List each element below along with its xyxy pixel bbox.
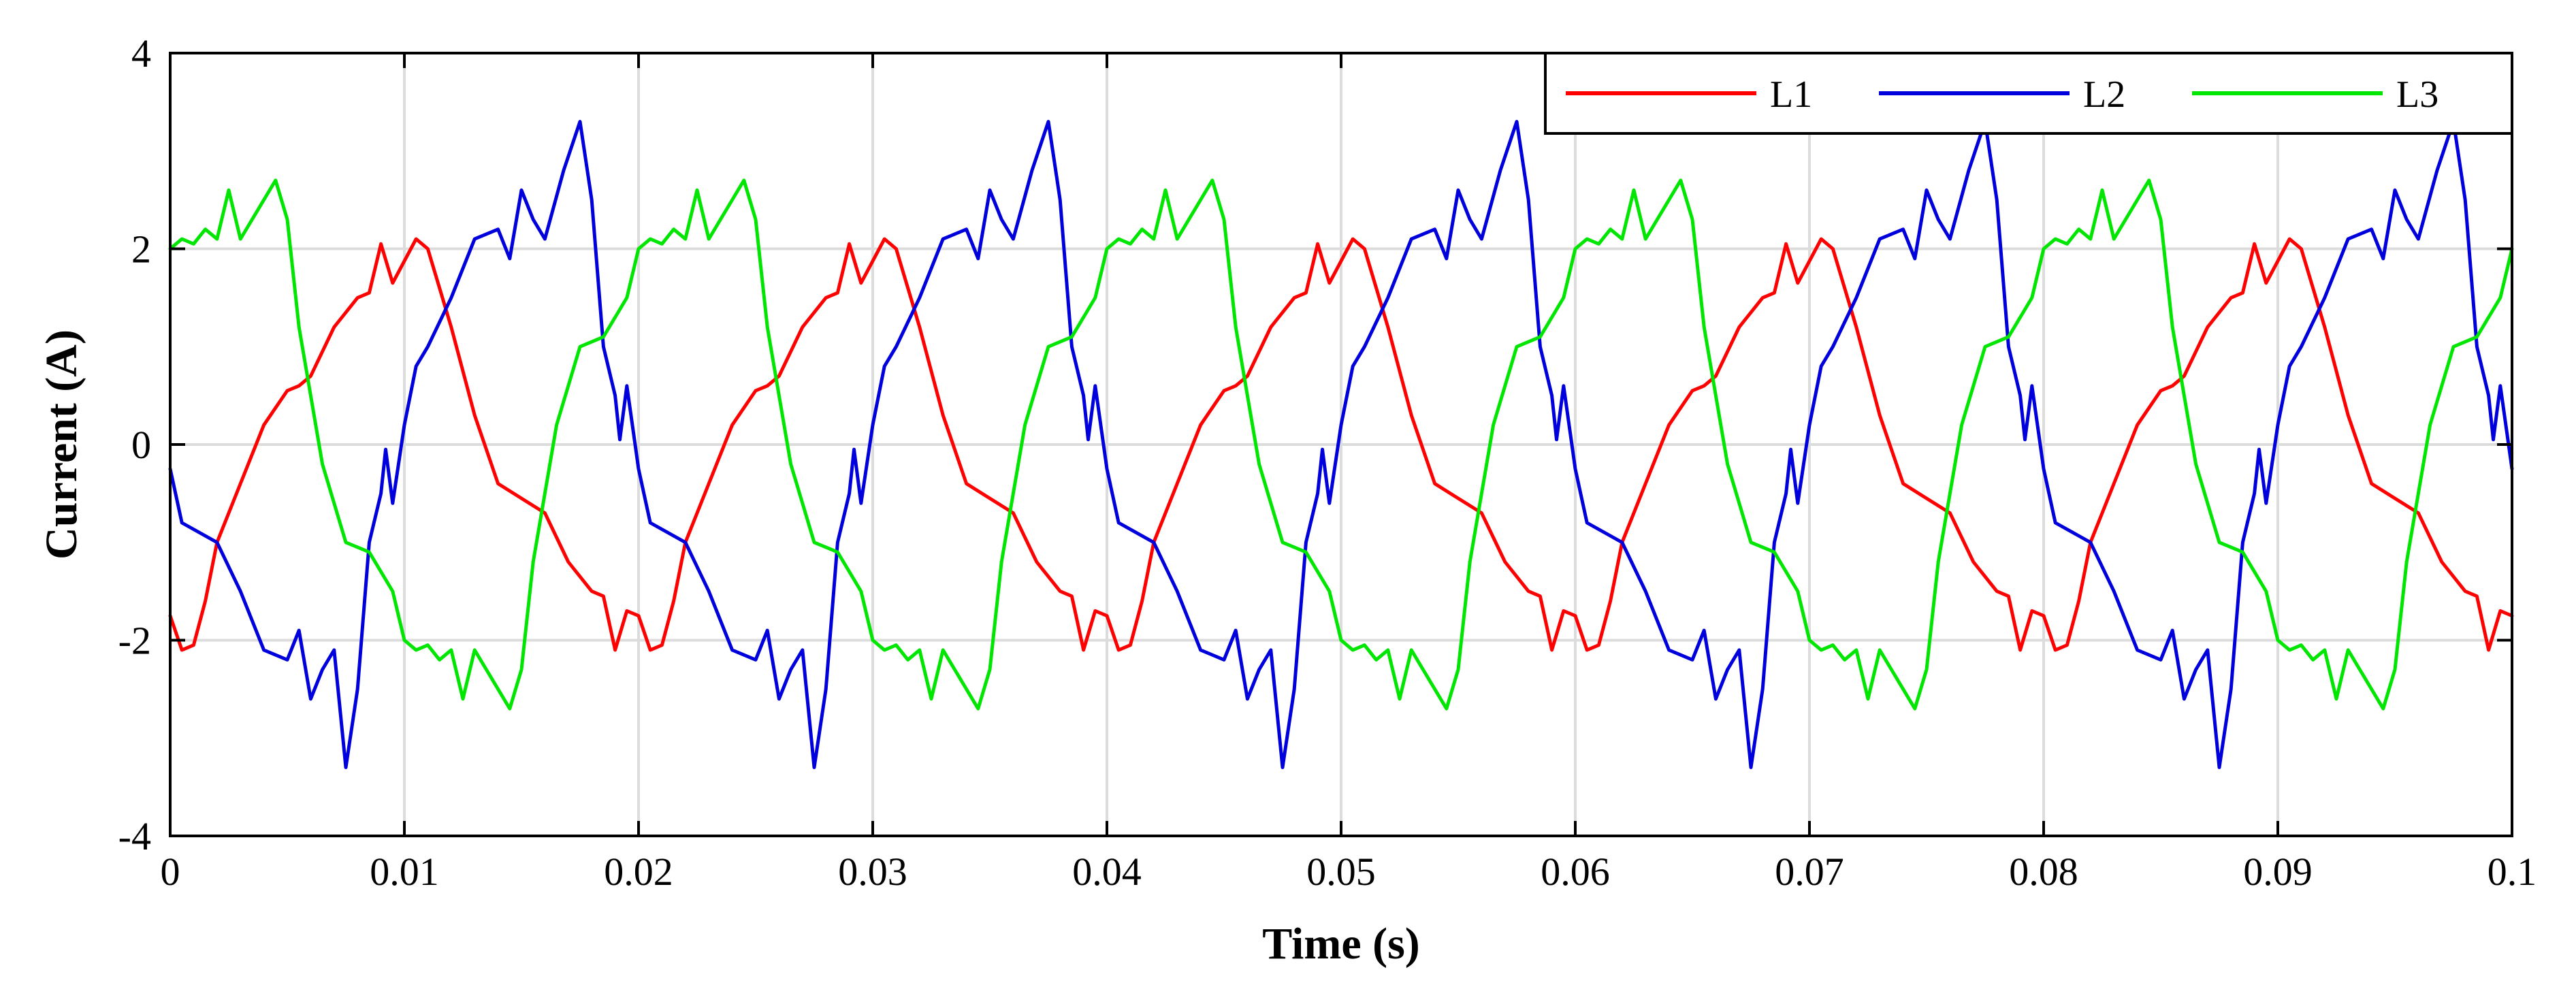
y-tick-label: 0 bbox=[131, 423, 151, 467]
y-axis-title: Current (A) bbox=[37, 329, 86, 560]
y-tick-label: -4 bbox=[118, 814, 151, 858]
series-line-l1 bbox=[168, 237, 2514, 652]
legend-label-l1: L1 bbox=[1770, 74, 1812, 116]
series-line-l3 bbox=[168, 178, 2514, 711]
legend-label-l3: L3 bbox=[2396, 74, 2438, 116]
x-tick-label: 0.06 bbox=[1541, 850, 1610, 894]
x-tick-label: 0.05 bbox=[1306, 850, 1376, 894]
legend: L1 L2 L3 bbox=[1544, 52, 2513, 135]
x-axis-title: Time (s) bbox=[1262, 919, 1420, 969]
x-tick-label: 0.07 bbox=[1775, 850, 1844, 894]
y-tick-label: 4 bbox=[131, 31, 151, 76]
y-tick-label: 2 bbox=[131, 227, 151, 272]
plot-series bbox=[168, 120, 2514, 769]
x-tick-label: 0.1 bbox=[2488, 850, 2537, 894]
legend-label-l2: L2 bbox=[2083, 74, 2125, 116]
x-tick-label: 0.03 bbox=[838, 850, 907, 894]
x-tick-label: 0.02 bbox=[604, 850, 673, 894]
x-tick-label: 0.09 bbox=[2243, 850, 2313, 894]
x-tick-label: 0.04 bbox=[1072, 850, 1142, 894]
x-tick-label: 0 bbox=[161, 850, 180, 894]
x-tick-label: 0.01 bbox=[370, 850, 439, 894]
x-tick-label: 0.08 bbox=[2009, 850, 2078, 894]
series-line-l2 bbox=[168, 120, 2514, 769]
y-tick-label: -2 bbox=[118, 619, 151, 663]
axis-ticks: 0 0.01 0.02 0.03 0.04 0.05 0.06 0.07 0.08 0.09 0.1… bbox=[118, 31, 2537, 894]
